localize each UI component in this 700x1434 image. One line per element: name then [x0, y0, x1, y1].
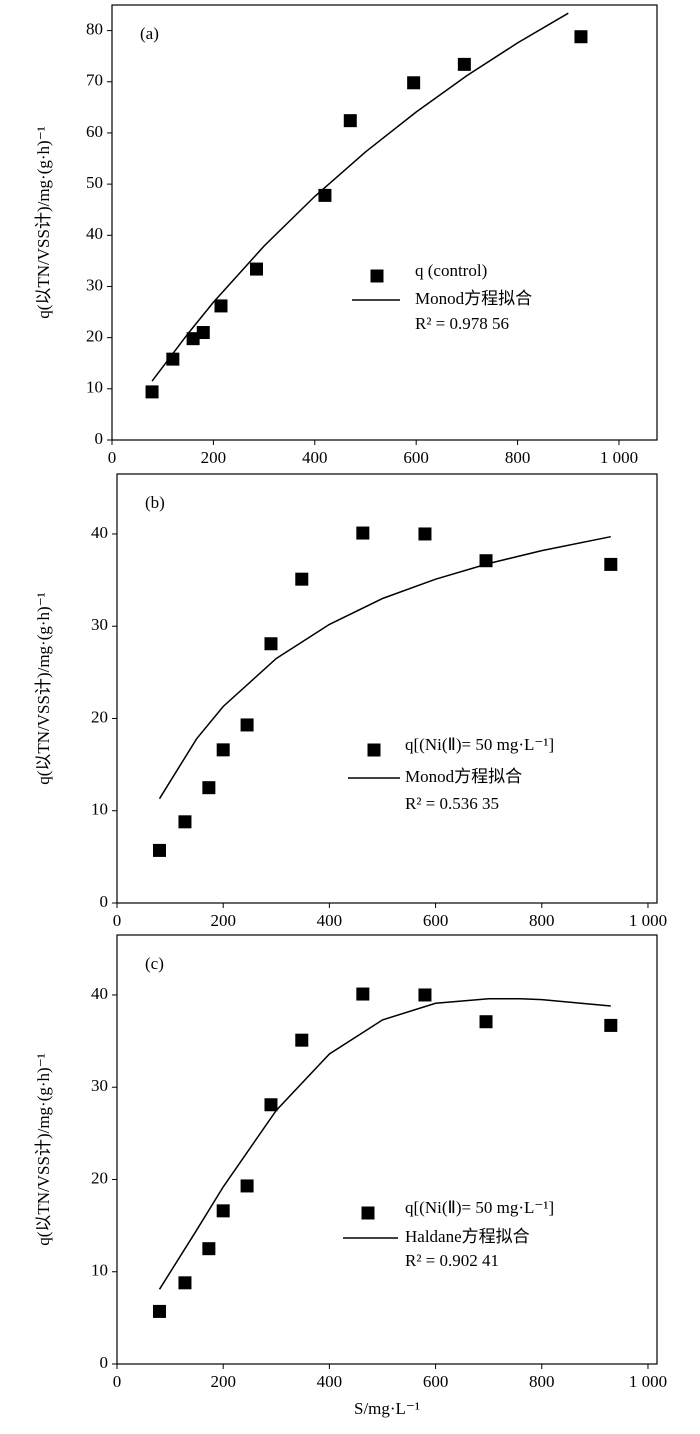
x-tick-label: 400 [302, 448, 328, 467]
data-point [249, 262, 263, 276]
legend-label: q (control) [415, 261, 487, 280]
y-tick-label: 40 [91, 523, 108, 542]
data-point [418, 988, 432, 1002]
panel-label: (a) [140, 24, 159, 43]
x-tick-label: 400 [317, 1372, 343, 1391]
fit-line [158, 535, 611, 800]
data-point [240, 1179, 254, 1193]
plot-frame [116, 473, 658, 904]
x-tick-label: 600 [423, 1372, 449, 1391]
y-tick-label: 40 [91, 984, 108, 1003]
x-tick-label: 400 [317, 911, 343, 930]
y-tick-label: 30 [86, 275, 103, 294]
data-point [196, 326, 210, 340]
y-axis-label: q(以TN/VSS计)/mg·(g·h)⁻¹ [34, 1053, 53, 1246]
data-point [479, 1015, 493, 1029]
y-tick-label: 30 [91, 615, 108, 634]
y-tick-label: 20 [91, 707, 108, 726]
x-tick-label: 200 [201, 448, 227, 467]
x-axis-label: S/mg·L⁻¹ [354, 1399, 420, 1418]
x-tick-label: 200 [210, 1372, 236, 1391]
data-point [186, 332, 200, 346]
y-tick-label: 10 [91, 1261, 108, 1280]
data-point [166, 352, 180, 366]
legend-marker [370, 269, 384, 283]
y-tick-label: 0 [100, 892, 109, 911]
data-point [216, 743, 230, 757]
legend-label: Monod方程拟合 [415, 289, 532, 308]
data-point [202, 781, 216, 795]
legend-label: q[(Ni(Ⅱ)= 50 mg·L⁻¹] [405, 735, 554, 754]
legend-marker [367, 743, 381, 757]
y-tick-label: 20 [86, 327, 103, 346]
legend-label: Monod方程拟合 [405, 767, 522, 786]
data-point [604, 1018, 618, 1032]
x-tick-label: 1 000 [629, 911, 667, 930]
y-tick-label: 50 [86, 173, 103, 192]
x-tick-label: 600 [423, 911, 449, 930]
x-tick-label: 600 [403, 448, 429, 467]
y-tick-label: 0 [95, 429, 104, 448]
data-point [152, 843, 166, 857]
x-tick-label: 1 000 [629, 1372, 667, 1391]
y-tick-label: 10 [86, 378, 103, 397]
annotation: R² = 0.536 35 [405, 794, 499, 813]
y-tick-label: 0 [100, 1353, 109, 1372]
y-tick-label: 70 [86, 71, 103, 90]
data-point [356, 987, 370, 1001]
data-point [356, 526, 370, 540]
annotation: R² = 0.902 41 [405, 1251, 499, 1270]
data-point [418, 527, 432, 541]
data-point [216, 1204, 230, 1218]
x-tick-label: 800 [529, 911, 555, 930]
x-tick-label: 200 [210, 911, 236, 930]
panel-label: (c) [145, 954, 164, 973]
data-point [178, 815, 192, 829]
legend-label: q[(Ni(Ⅱ)= 50 mg·L⁻¹] [405, 1198, 554, 1217]
data-point [295, 1033, 309, 1047]
data-point [343, 114, 357, 128]
data-point [240, 718, 254, 732]
y-tick-label: 60 [86, 122, 103, 141]
legend-label: Haldane方程拟合 [405, 1227, 530, 1246]
x-tick-label: 800 [505, 448, 531, 467]
data-point [295, 572, 309, 586]
legend-marker [361, 1206, 375, 1220]
data-point [318, 188, 332, 202]
data-point [457, 57, 471, 71]
plot-frame [116, 934, 658, 1365]
x-tick-label: 800 [529, 1372, 555, 1391]
x-tick-label: 0 [113, 1372, 122, 1391]
x-tick-label: 1 000 [600, 448, 638, 467]
data-point [264, 1098, 278, 1112]
y-axis-label: q(以TN/VSS计)/mg·(g·h)⁻¹ [34, 126, 53, 319]
data-point [145, 385, 159, 399]
data-point [407, 76, 421, 90]
data-point [152, 1304, 166, 1318]
annotation: R² = 0.978 56 [415, 314, 509, 333]
fit-line [158, 997, 611, 1290]
fit-line [151, 12, 569, 382]
y-tick-label: 10 [91, 800, 108, 819]
panel-label: (b) [145, 493, 165, 512]
y-tick-label: 20 [91, 1168, 108, 1187]
x-tick-label: 0 [108, 448, 117, 467]
plot-frame [111, 4, 658, 441]
data-point [574, 30, 588, 44]
data-point [264, 637, 278, 651]
y-tick-label: 40 [86, 224, 103, 243]
x-tick-label: 0 [113, 911, 122, 930]
data-point [214, 299, 228, 313]
y-tick-label: 80 [86, 19, 103, 38]
data-point [202, 1242, 216, 1256]
data-point [178, 1276, 192, 1290]
y-tick-label: 30 [91, 1076, 108, 1095]
data-point [604, 557, 618, 571]
y-axis-label: q(以TN/VSS计)/mg·(g·h)⁻¹ [34, 592, 53, 785]
